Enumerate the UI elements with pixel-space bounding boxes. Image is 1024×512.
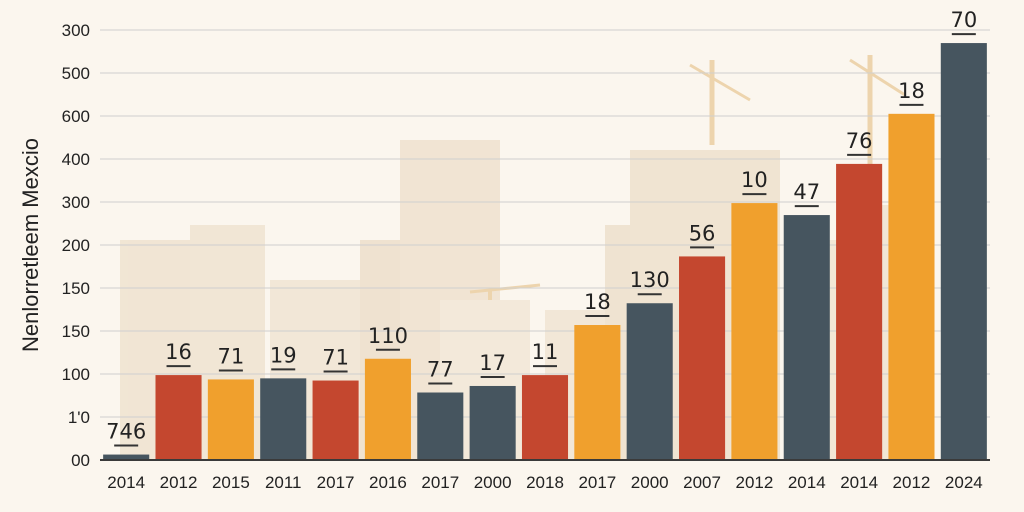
data-label: 18 xyxy=(898,79,925,103)
data-label: 746 xyxy=(106,420,146,444)
bar xyxy=(626,303,673,460)
data-label: 11 xyxy=(532,340,559,364)
data-label: 10 xyxy=(741,168,768,192)
x-tick-label: 2018 xyxy=(526,473,564,492)
bar xyxy=(469,385,516,460)
data-label: 110 xyxy=(368,324,408,348)
data-label: 130 xyxy=(630,268,670,292)
x-axis-tick-labels: 2014 2012 2015 2011 2017 2016 2017 2000 2018 2017… xyxy=(107,473,982,492)
y-tick-label: 150 xyxy=(62,279,90,298)
bar xyxy=(260,378,307,460)
x-tick-label: 2017 xyxy=(578,473,616,492)
y-axis-title: Nenlorretleem Mexcio xyxy=(18,138,43,352)
x-tick-label: 2000 xyxy=(631,473,669,492)
x-tick-label: 2014 xyxy=(107,473,145,492)
bar xyxy=(783,215,830,460)
x-tick-label: 2012 xyxy=(160,473,198,492)
x-tick-label: 2017 xyxy=(421,473,459,492)
bar xyxy=(940,43,987,460)
x-tick-label: 2012 xyxy=(893,473,931,492)
y-tick-label: 100 xyxy=(62,365,90,384)
x-tick-label: 2024 xyxy=(945,473,983,492)
data-label: 18 xyxy=(584,290,611,314)
bar xyxy=(574,325,621,460)
data-label: 76 xyxy=(846,129,873,153)
bar xyxy=(155,375,202,460)
x-tick-label: 2017 xyxy=(317,473,355,492)
data-label: 71 xyxy=(322,346,349,370)
x-tick-label: 2015 xyxy=(212,473,250,492)
x-tick-label: 2014 xyxy=(840,473,878,492)
y-tick-label: 300 xyxy=(62,193,90,212)
bar xyxy=(364,358,411,460)
data-label: 47 xyxy=(793,180,820,204)
y-tick-label: 00 xyxy=(71,451,90,470)
x-tick-label: 2007 xyxy=(683,473,721,492)
y-tick-label: 200 xyxy=(62,236,90,255)
data-label: 71 xyxy=(218,344,245,368)
y-tick-label: 600 xyxy=(62,107,90,126)
bar xyxy=(312,380,359,460)
y-tick-label: 400 xyxy=(62,150,90,169)
data-label: 16 xyxy=(165,340,192,364)
x-tick-label: 2014 xyxy=(788,473,826,492)
x-tick-label: 2000 xyxy=(474,473,512,492)
data-label: 56 xyxy=(689,221,716,245)
y-tick-label: 1'0 xyxy=(68,408,90,427)
x-tick-label: 2012 xyxy=(735,473,773,492)
x-tick-label: 2016 xyxy=(369,473,407,492)
data-label: 17 xyxy=(479,351,506,375)
bar xyxy=(207,379,254,460)
bar xyxy=(679,256,726,460)
data-labels: 746 16 71 19 71 110 77 17 11 18 130 56 10 47 76 18 70 xyxy=(106,8,977,447)
bar xyxy=(731,203,778,460)
bars xyxy=(103,43,987,460)
y-tick-label: 300 xyxy=(62,21,90,40)
y-tick-label: 500 xyxy=(62,64,90,83)
y-tick-label: 150 xyxy=(62,322,90,341)
bar xyxy=(888,113,935,460)
bar xyxy=(521,375,569,460)
bar xyxy=(103,454,150,460)
data-label: 70 xyxy=(950,8,977,32)
y-axis-tick-labels: 00 1'0 100 150 150 200 300 400 600 500 300 xyxy=(62,21,90,470)
bar xyxy=(417,392,464,460)
x-tick-label: 2011 xyxy=(265,473,302,492)
data-label: 19 xyxy=(270,343,297,367)
bar xyxy=(836,163,883,460)
data-label: 77 xyxy=(427,358,454,382)
